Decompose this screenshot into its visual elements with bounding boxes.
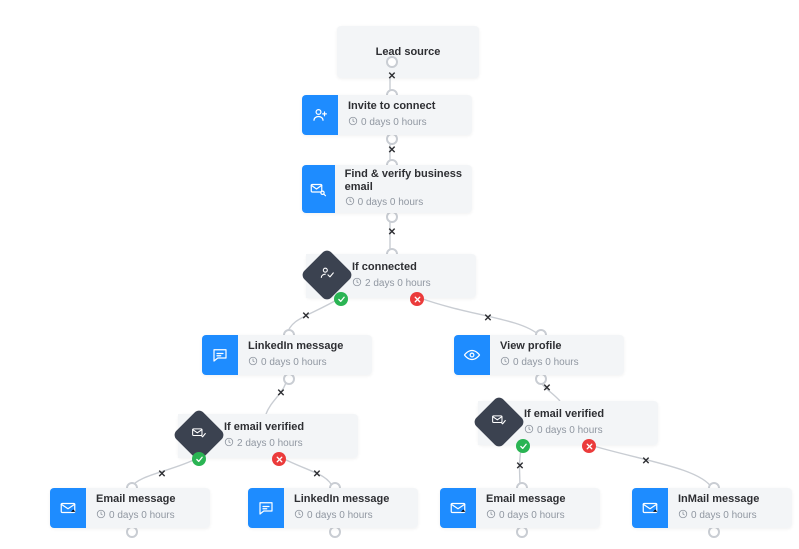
node-delay: 0 days 0 hours <box>345 196 462 210</box>
mail-search-icon <box>302 165 335 213</box>
delay-text: 0 days 0 hours <box>307 510 373 522</box>
port <box>386 56 398 68</box>
delay-text: 0 days 0 hours <box>499 510 565 522</box>
delete-edge-button[interactable]: ✕ <box>514 460 526 472</box>
person-add-icon <box>302 95 338 135</box>
node-title: If email verified <box>224 421 348 434</box>
node-delay: 0 days 0 hours <box>294 509 408 523</box>
delete-edge-button[interactable]: ✕ <box>482 312 494 324</box>
clock-icon <box>348 116 358 130</box>
clock-icon <box>345 196 355 210</box>
delay-text: 2 days 0 hours <box>365 278 431 290</box>
clock-icon <box>294 509 304 523</box>
delay-text: 0 days 0 hours <box>537 425 603 437</box>
delay-text: 0 days 0 hours <box>361 117 427 129</box>
action-node-invite[interactable]: Invite to connect 0 days 0 hours <box>302 95 472 135</box>
node-delay: 0 days 0 hours <box>524 424 648 438</box>
node-title: Find & verify business email <box>345 168 462 194</box>
clock-icon <box>524 424 534 438</box>
action-node-li_msg_l[interactable]: LinkedIn message 0 days 0 hours <box>202 335 372 375</box>
eye-icon <box>454 335 490 375</box>
node-delay: 2 days 0 hours <box>224 437 348 451</box>
node-title: If connected <box>352 261 466 274</box>
node-delay: 0 days 0 hours <box>500 356 614 370</box>
chat-icon <box>202 335 238 375</box>
start-label: Lead source <box>376 46 441 58</box>
branch-false-badge <box>582 439 596 453</box>
node-delay: 0 days 0 hours <box>248 356 362 370</box>
mail-check-icon <box>191 425 207 446</box>
delete-edge-button[interactable]: ✕ <box>640 455 652 467</box>
clock-icon <box>352 277 362 291</box>
flow-canvas[interactable]: { "type": "flowchart", "canvas": {"width… <box>0 0 799 549</box>
delete-edge-button[interactable]: ✕ <box>386 144 398 156</box>
branch-true-badge <box>516 439 530 453</box>
clock-icon <box>486 509 496 523</box>
clock-icon <box>96 509 106 523</box>
delete-edge-button[interactable]: ✕ <box>386 226 398 238</box>
delay-text: 0 days 0 hours <box>691 510 757 522</box>
node-delay: 2 days 0 hours <box>352 277 466 291</box>
node-title: InMail message <box>678 493 782 506</box>
delete-edge-button[interactable]: ✕ <box>541 382 553 394</box>
node-title: View profile <box>500 340 614 353</box>
branch-true-badge <box>334 292 348 306</box>
delay-text: 0 days 0 hours <box>261 357 327 369</box>
branch-true-badge <box>192 452 206 466</box>
chat-icon <box>248 488 284 528</box>
node-title: LinkedIn message <box>248 340 362 353</box>
delete-edge-button[interactable]: ✕ <box>156 468 168 480</box>
mail-send-icon <box>632 488 668 528</box>
delay-text: 0 days 0 hours <box>513 357 579 369</box>
clock-icon <box>224 437 234 451</box>
node-title: Email message <box>96 493 200 506</box>
person-check-icon <box>319 265 335 286</box>
node-delay: 0 days 0 hours <box>348 116 462 130</box>
node-title: Invite to connect <box>348 100 462 113</box>
mail-check-icon <box>491 412 507 433</box>
node-delay: 0 days 0 hours <box>486 509 590 523</box>
action-node-view[interactable]: View profile 0 days 0 hours <box>454 335 624 375</box>
action-node-email_r[interactable]: Email message 0 days 0 hours <box>440 488 600 528</box>
delay-text: 0 days 0 hours <box>358 197 424 209</box>
node-title: Email message <box>486 493 590 506</box>
action-node-find[interactable]: Find & verify business email 0 days 0 ho… <box>302 165 472 213</box>
clock-icon <box>248 356 258 370</box>
action-node-inmail[interactable]: InMail message 0 days 0 hours <box>632 488 792 528</box>
mail-send-icon <box>440 488 476 528</box>
mail-send-icon <box>50 488 86 528</box>
delay-text: 0 days 0 hours <box>109 510 175 522</box>
branch-false-badge <box>272 452 286 466</box>
delete-edge-button[interactable]: ✕ <box>300 310 312 322</box>
clock-icon <box>678 509 688 523</box>
delete-edge-button[interactable]: ✕ <box>311 468 323 480</box>
node-title: If email verified <box>524 408 648 421</box>
delete-edge-button[interactable]: ✕ <box>386 70 398 82</box>
clock-icon <box>500 356 510 370</box>
delay-text: 2 days 0 hours <box>237 438 303 450</box>
delete-edge-button[interactable]: ✕ <box>275 387 287 399</box>
node-delay: 0 days 0 hours <box>678 509 782 523</box>
node-delay: 0 days 0 hours <box>96 509 200 523</box>
node-title: LinkedIn message <box>294 493 408 506</box>
action-node-li_msg_b[interactable]: LinkedIn message 0 days 0 hours <box>248 488 418 528</box>
branch-false-badge <box>410 292 424 306</box>
action-node-email_l[interactable]: Email message 0 days 0 hours <box>50 488 210 528</box>
start-node[interactable]: Lead source <box>337 26 479 78</box>
